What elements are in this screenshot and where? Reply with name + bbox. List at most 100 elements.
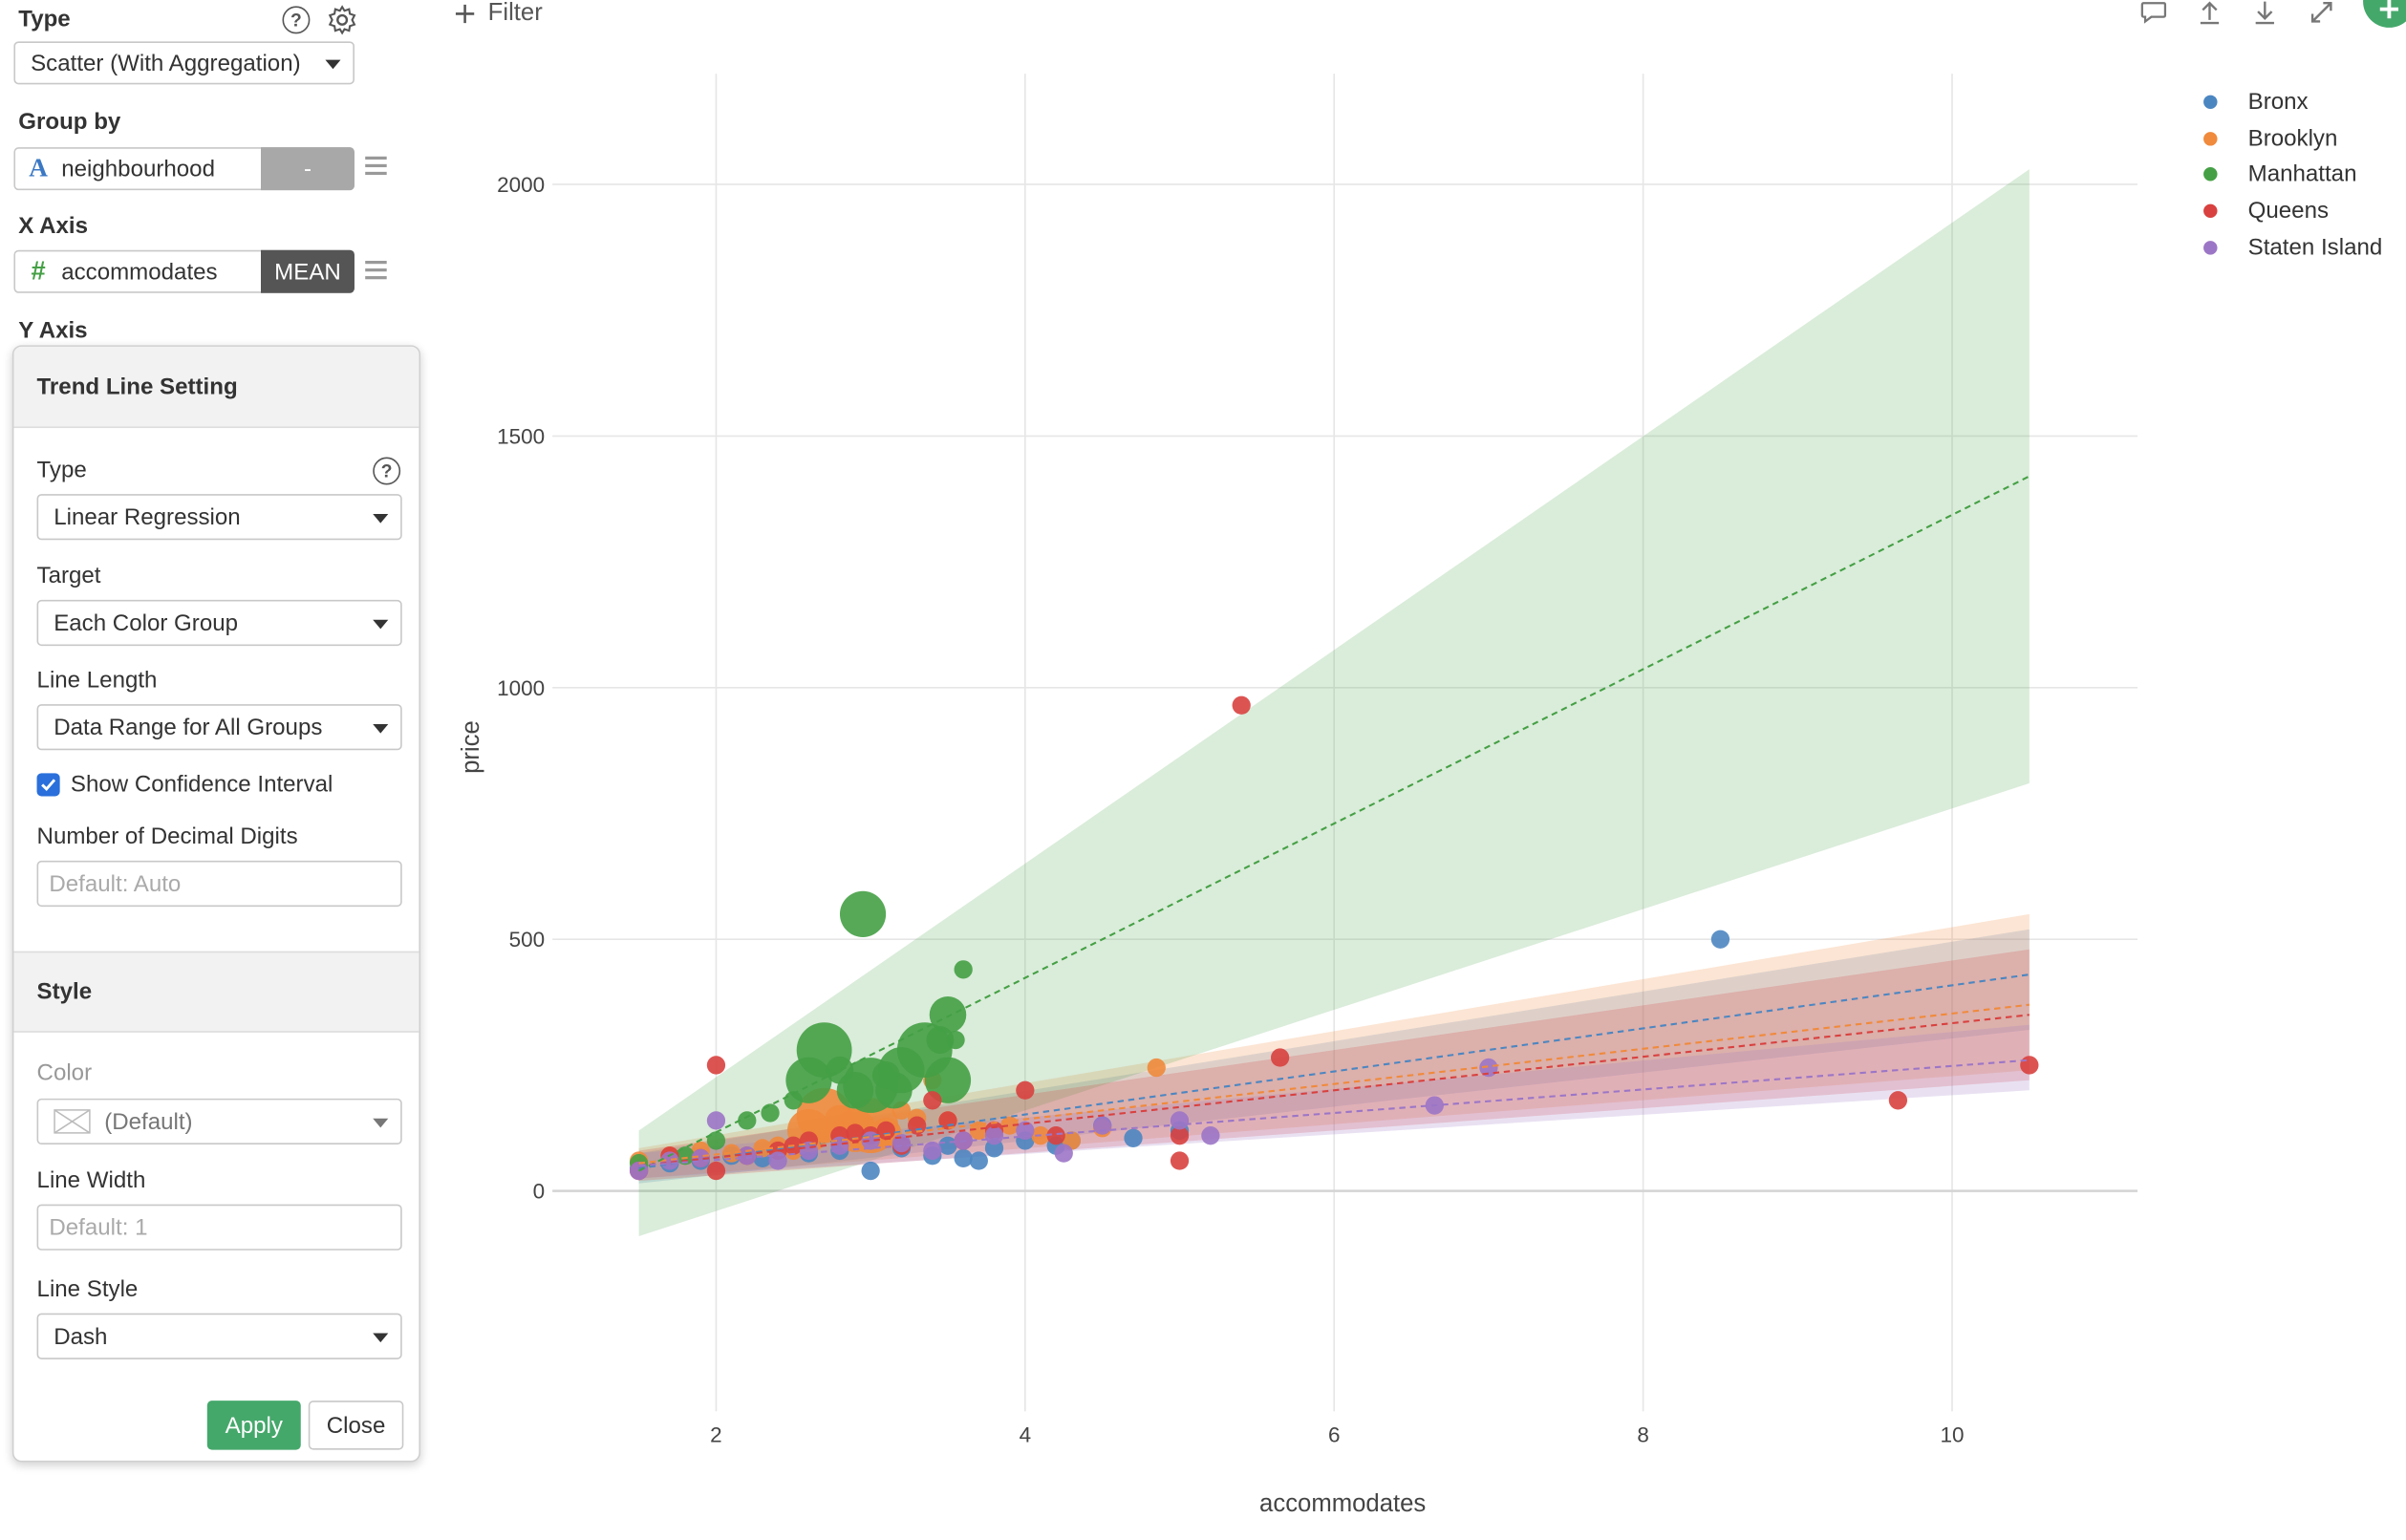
data-point-manhattan	[738, 1111, 757, 1130]
groupby-pill[interactable]: A neighbourhood -	[13, 147, 354, 191]
popup-title: Trend Line Setting	[13, 346, 419, 429]
groupby-agg-button[interactable]: -	[261, 147, 354, 191]
target-label: Target	[36, 563, 101, 589]
chart-type-select[interactable]: Scatter (With Aggregation)	[13, 41, 354, 85]
type-label: Type	[18, 6, 71, 32]
data-point-brooklyn	[1147, 1058, 1166, 1078]
help-icon[interactable]: ?	[282, 6, 311, 34]
legend-dot-icon	[2203, 167, 2218, 182]
data-point-queens	[1016, 1080, 1035, 1100]
trend-type-select[interactable]: Linear Regression	[36, 494, 402, 541]
data-point-manhattan	[954, 960, 973, 979]
number-type-icon: #	[31, 256, 46, 286]
xaxis-column: accommodates	[61, 258, 218, 285]
chevron-down-icon	[373, 619, 389, 630]
confidence-band-brooklyn	[638, 913, 2030, 1179]
checkmark-icon	[41, 779, 56, 792]
upload-icon[interactable]	[2198, 0, 2223, 25]
data-point-queens	[1888, 1091, 1908, 1110]
x-tick-label: 8	[1637, 1423, 1649, 1447]
data-point-queens	[1046, 1126, 1065, 1145]
plus-icon	[2379, 0, 2399, 19]
color-select[interactable]: (Default)	[36, 1098, 402, 1145]
line-length-label: Line Length	[36, 667, 158, 694]
download-icon[interactable]	[2252, 0, 2277, 25]
data-point-queens	[846, 1123, 865, 1143]
filter-label: Filter	[487, 0, 543, 27]
trend-lines	[638, 475, 2030, 1172]
axis-ticks: 2 4 6 8 10 0 500 1000 1500 2000	[497, 173, 1964, 1447]
line-width-input[interactable]: Default: 1	[36, 1204, 402, 1251]
legend-label: Queens	[2247, 198, 2330, 225]
data-point-manhattan	[839, 890, 887, 937]
x-tick-label: 6	[1328, 1423, 1341, 1447]
groupby-column: neighbourhood	[61, 155, 215, 182]
data-point-staten-island	[629, 1161, 649, 1181]
data-point-manhattan	[706, 1131, 726, 1150]
data-point-staten-island	[984, 1126, 1004, 1145]
add-button[interactable]	[2363, 0, 2406, 28]
xaxis-pill[interactable]: # accommodates MEAN	[13, 249, 354, 293]
data-point-bronx	[1710, 930, 1730, 949]
groupby-label: Group by	[18, 109, 121, 136]
data-point-bronx	[954, 1148, 973, 1168]
x-tick-label: 4	[1020, 1423, 1032, 1447]
y-tick-label: 0	[533, 1180, 546, 1204]
groupby-menu-icon[interactable]	[365, 156, 387, 180]
text-type-icon: A	[29, 153, 49, 183]
data-point-staten-island	[706, 1111, 726, 1130]
target-select[interactable]: Each Color Group	[36, 599, 402, 647]
line-style-select[interactable]: Dash	[36, 1313, 402, 1359]
legend-item[interactable]: Staten Island	[2201, 234, 2382, 261]
legend-item[interactable]: Bronx	[2201, 89, 2309, 115]
show-ci-label: Show Confidence Interval	[70, 771, 333, 799]
y-tick-label: 2000	[497, 173, 545, 197]
xaxis-label: X Axis	[18, 213, 89, 240]
decimal-digits-input[interactable]: Default: Auto	[36, 860, 402, 908]
gear-icon[interactable]	[327, 5, 357, 35]
filter-button[interactable]: Filter	[454, 0, 543, 28]
trend-line-staten-island	[638, 1059, 2030, 1167]
show-ci-row: Show Confidence Interval	[36, 771, 333, 799]
comment-icon[interactable]	[2140, 0, 2168, 25]
apply-button[interactable]: Apply	[206, 1401, 301, 1450]
x-tick-label: 10	[1940, 1423, 1964, 1447]
data-point-queens	[1270, 1048, 1290, 1067]
trend-line-manhattan	[638, 475, 2030, 1172]
x-tick-label: 2	[710, 1423, 722, 1447]
expand-icon[interactable]	[2309, 0, 2334, 25]
legend-item[interactable]: Queens	[2201, 198, 2330, 225]
data-point-manhattan	[676, 1146, 695, 1166]
data-point-staten-island	[768, 1151, 787, 1170]
data-point-manhattan	[946, 1030, 965, 1050]
decimal-digits-placeholder: Default: Auto	[49, 870, 182, 897]
legend-dot-icon	[2203, 131, 2218, 146]
xaxis-agg-button[interactable]: MEAN	[261, 249, 354, 293]
confidence-band-bronx	[638, 929, 2030, 1184]
chevron-down-icon	[373, 513, 389, 524]
yaxis-label: Y Axis	[18, 317, 88, 344]
data-point-bronx	[1124, 1128, 1143, 1147]
trend-line-bronx	[638, 973, 2030, 1169]
chevron-down-icon	[373, 1118, 389, 1128]
scatter-points	[629, 695, 2039, 1181]
data-point-bronx	[861, 1161, 880, 1181]
help-icon[interactable]: ?	[373, 457, 401, 485]
data-point-staten-island	[1201, 1126, 1220, 1145]
close-button[interactable]: Close	[308, 1401, 404, 1450]
legend-item[interactable]: Manhattan	[2201, 161, 2356, 188]
xaxis-menu-icon[interactable]	[365, 261, 387, 284]
no-color-swatch-icon	[54, 1109, 91, 1134]
legend-item[interactable]: Brooklyn	[2201, 125, 2337, 151]
data-point-staten-island	[923, 1141, 942, 1161]
data-point-queens	[2020, 1056, 2039, 1075]
legend-dot-icon	[2203, 95, 2218, 110]
line-style-value: Dash	[54, 1323, 108, 1350]
data-point-bronx	[969, 1151, 988, 1170]
data-point-manhattan	[924, 1057, 972, 1103]
x-axis-title: accommodates	[1259, 1490, 1426, 1517]
line-length-select[interactable]: Data Range for All Groups	[36, 704, 402, 751]
legend-dot-icon	[2203, 203, 2218, 219]
chart-grid	[552, 74, 2138, 1412]
show-ci-checkbox[interactable]	[36, 773, 60, 797]
